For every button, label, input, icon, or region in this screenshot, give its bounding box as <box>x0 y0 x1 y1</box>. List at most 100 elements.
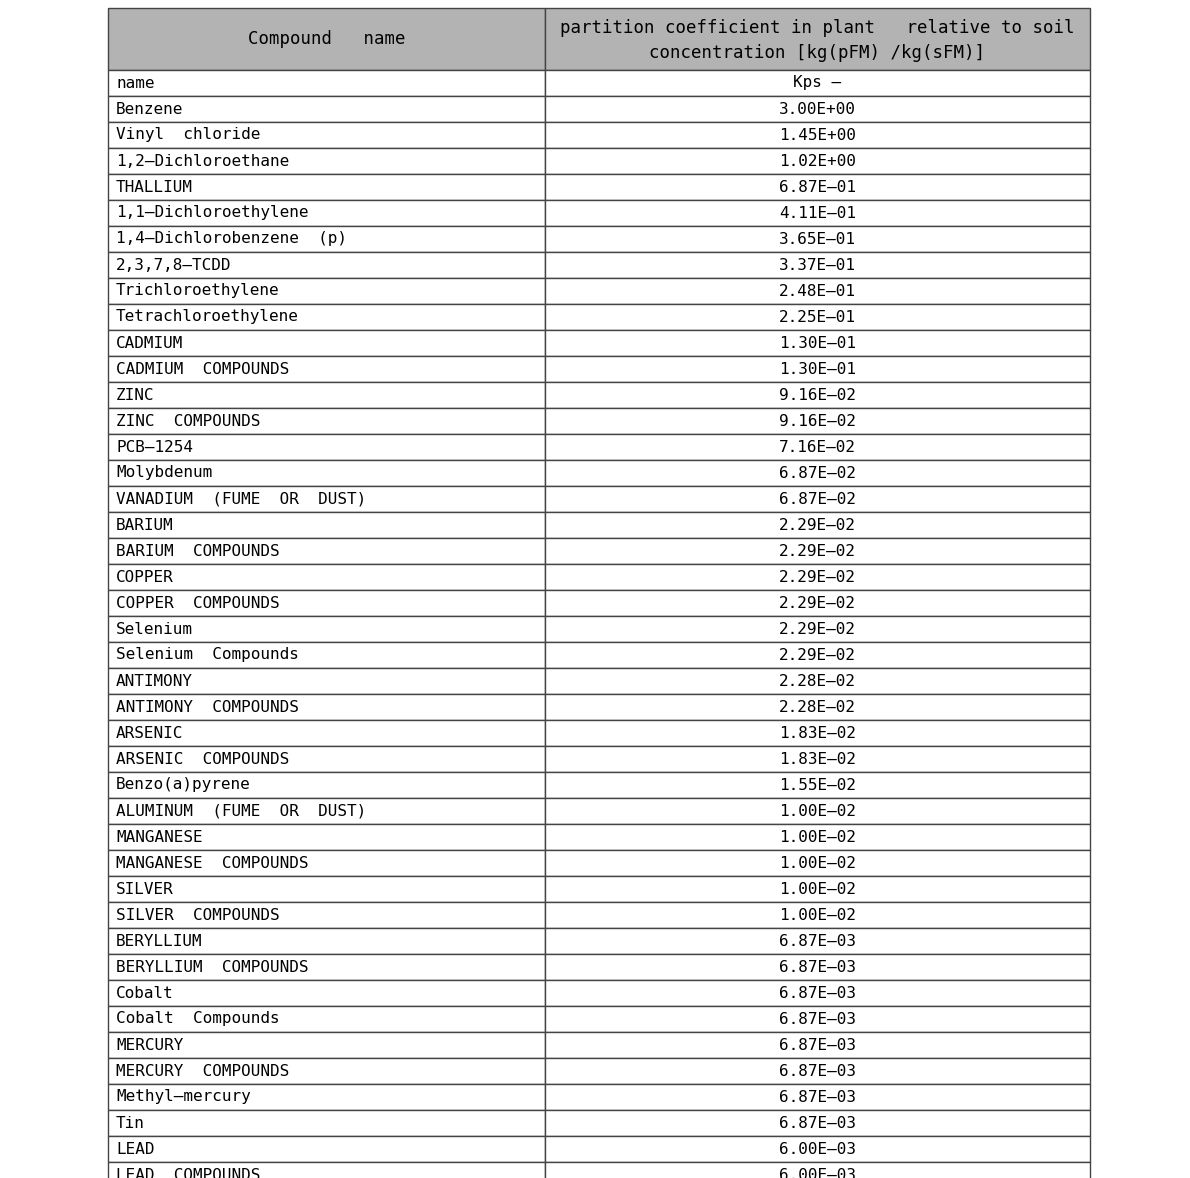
Text: MERCURY  COMPOUNDS: MERCURY COMPOUNDS <box>115 1064 289 1079</box>
Bar <box>545 823 1090 851</box>
Text: Molybdenum: Molybdenum <box>115 465 212 481</box>
Text: Tin: Tin <box>115 1116 145 1131</box>
Bar <box>108 512 545 538</box>
Bar <box>545 668 1090 694</box>
Text: ANTIMONY  COMPOUNDS: ANTIMONY COMPOUNDS <box>115 700 299 715</box>
Bar <box>108 746 545 772</box>
Bar <box>108 356 545 382</box>
Bar <box>108 538 545 564</box>
Text: 6.87E–03: 6.87E–03 <box>779 960 856 974</box>
Bar <box>108 459 545 487</box>
Bar <box>545 772 1090 798</box>
Bar <box>108 226 545 252</box>
Text: 1.83E–02: 1.83E–02 <box>779 752 856 767</box>
Bar <box>108 434 545 459</box>
Bar <box>545 382 1090 408</box>
Text: 1.45E+00: 1.45E+00 <box>779 127 856 143</box>
Text: name: name <box>115 75 155 91</box>
Text: 6.87E–03: 6.87E–03 <box>779 933 856 948</box>
Text: 6.87E–03: 6.87E–03 <box>779 986 856 1000</box>
Bar <box>545 564 1090 590</box>
Text: 9.16E–02: 9.16E–02 <box>779 413 856 429</box>
Text: SILVER  COMPOUNDS: SILVER COMPOUNDS <box>115 907 280 922</box>
Bar <box>545 408 1090 434</box>
Text: 6.87E–02: 6.87E–02 <box>779 465 856 481</box>
Bar <box>545 434 1090 459</box>
Bar <box>108 1084 545 1110</box>
Text: 2.29E–02: 2.29E–02 <box>779 622 856 636</box>
Text: 1.00E–02: 1.00E–02 <box>779 881 856 896</box>
Bar <box>108 954 545 980</box>
Text: Benzo(a)pyrene: Benzo(a)pyrene <box>115 777 251 793</box>
Bar <box>108 1136 545 1162</box>
Bar <box>108 70 545 95</box>
Text: ALUMINUM  (FUME  OR  DUST): ALUMINUM (FUME OR DUST) <box>115 803 367 819</box>
Bar <box>545 1084 1090 1110</box>
Bar <box>545 798 1090 823</box>
Text: ARSENIC: ARSENIC <box>115 726 183 741</box>
Text: 4.11E–01: 4.11E–01 <box>779 205 856 220</box>
Bar <box>545 902 1090 928</box>
Text: 2.29E–02: 2.29E–02 <box>779 543 856 558</box>
Bar <box>545 1110 1090 1136</box>
Bar <box>108 252 545 278</box>
Text: 1.02E+00: 1.02E+00 <box>779 153 856 168</box>
Text: MANGANESE  COMPOUNDS: MANGANESE COMPOUNDS <box>115 855 308 871</box>
Text: Benzene: Benzene <box>115 101 183 117</box>
Text: 2.29E–02: 2.29E–02 <box>779 648 856 662</box>
Bar <box>108 616 545 642</box>
Text: Cobalt: Cobalt <box>115 986 174 1000</box>
Text: 6.87E–02: 6.87E–02 <box>779 491 856 507</box>
Text: BARIUM: BARIUM <box>115 517 174 532</box>
Bar <box>545 616 1090 642</box>
Text: 2.48E–01: 2.48E–01 <box>779 284 856 298</box>
Text: THALLIUM: THALLIUM <box>115 179 193 194</box>
Bar <box>108 8 545 70</box>
Bar <box>108 980 545 1006</box>
Bar <box>545 200 1090 226</box>
Bar <box>108 382 545 408</box>
Bar <box>108 590 545 616</box>
Text: 9.16E–02: 9.16E–02 <box>779 388 856 403</box>
Text: 2.29E–02: 2.29E–02 <box>779 517 856 532</box>
Text: COPPER: COPPER <box>115 569 174 584</box>
Text: CADMIUM  COMPOUNDS: CADMIUM COMPOUNDS <box>115 362 289 377</box>
Text: ZINC: ZINC <box>115 388 155 403</box>
Text: 1.30E–01: 1.30E–01 <box>779 362 856 377</box>
Bar <box>545 876 1090 902</box>
Text: 2.29E–02: 2.29E–02 <box>779 569 856 584</box>
Bar <box>108 304 545 330</box>
Text: COPPER  COMPOUNDS: COPPER COMPOUNDS <box>115 596 280 610</box>
Bar <box>545 746 1090 772</box>
Text: BARIUM  COMPOUNDS: BARIUM COMPOUNDS <box>115 543 280 558</box>
Text: 6.87E–03: 6.87E–03 <box>779 1012 856 1026</box>
Text: SILVER: SILVER <box>115 881 174 896</box>
Text: concentration [kg(pFM) /kg(sFM)]: concentration [kg(pFM) /kg(sFM)] <box>650 44 985 61</box>
Text: ZINC  COMPOUNDS: ZINC COMPOUNDS <box>115 413 261 429</box>
Text: Vinyl  chloride: Vinyl chloride <box>115 127 261 143</box>
Bar <box>108 408 545 434</box>
Bar <box>545 1058 1090 1084</box>
Bar <box>108 642 545 668</box>
Bar <box>108 148 545 174</box>
Text: BERYLLIUM: BERYLLIUM <box>115 933 202 948</box>
Bar <box>545 642 1090 668</box>
Text: 6.87E–03: 6.87E–03 <box>779 1064 856 1079</box>
Text: 3.65E–01: 3.65E–01 <box>779 232 856 246</box>
Bar <box>545 694 1090 720</box>
Text: 6.87E–03: 6.87E–03 <box>779 1038 856 1052</box>
Bar <box>108 1032 545 1058</box>
Text: Selenium  Compounds: Selenium Compounds <box>115 648 299 662</box>
Bar <box>108 1058 545 1084</box>
Text: CADMIUM: CADMIUM <box>115 336 183 351</box>
Text: LEAD: LEAD <box>115 1141 155 1157</box>
Bar <box>108 851 545 876</box>
Text: 2,3,7,8–TCDD: 2,3,7,8–TCDD <box>115 258 232 272</box>
Bar <box>108 720 545 746</box>
Bar <box>545 720 1090 746</box>
Bar <box>545 1136 1090 1162</box>
Text: 6.87E–03: 6.87E–03 <box>779 1090 856 1105</box>
Text: 1.30E–01: 1.30E–01 <box>779 336 856 351</box>
Text: Methyl–mercury: Methyl–mercury <box>115 1090 251 1105</box>
Bar <box>108 902 545 928</box>
